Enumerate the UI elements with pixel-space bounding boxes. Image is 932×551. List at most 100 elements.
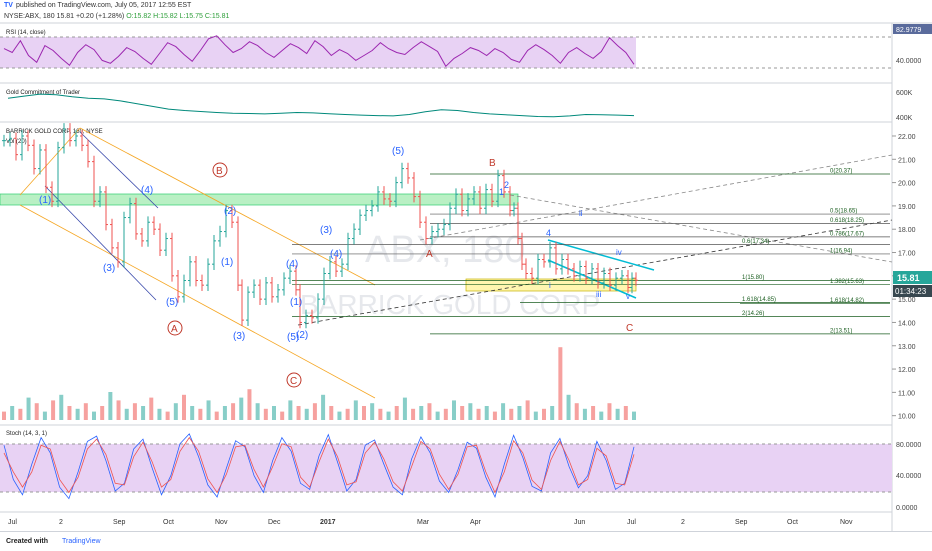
- ohlc-label: O:15.82 H:15.82 L:15.75 C:15.81: [126, 13, 230, 20]
- rsi-value-badge: [893, 24, 932, 34]
- volume-bar: [288, 400, 293, 420]
- volume-bar: [591, 406, 596, 420]
- orange-channel: [19, 127, 376, 399]
- volume-bar: [632, 411, 636, 420]
- time-axis-label: 2: [681, 519, 685, 526]
- volume-bar: [558, 347, 563, 420]
- time-axis-label: Oct: [163, 519, 174, 526]
- publish-text: published on TradingView.com, July 05, 2…: [15, 2, 192, 9]
- volume-bar: [607, 403, 612, 420]
- volume-bar: [345, 408, 350, 420]
- price-tick-label: 13.00: [898, 344, 916, 351]
- time-axis-label: Dec: [268, 519, 281, 526]
- wave-label: (5): [166, 297, 178, 308]
- trend-dashed-falling: [509, 194, 893, 263]
- wave-label: 4: [546, 228, 551, 238]
- volume-bar: [100, 406, 105, 420]
- fib-level-label: 0.618(18.25): [830, 218, 864, 224]
- volume-bar: [312, 403, 317, 420]
- volume-bar: [296, 406, 301, 420]
- wave-label: (1): [39, 195, 51, 206]
- time-axis-label: Nov: [840, 519, 853, 526]
- price-axis-ticks: 22.0021.0020.0019.0018.0017.0016.0015.00…: [892, 134, 916, 421]
- volume-bar: [353, 400, 358, 420]
- rsi-tick-high: 82.9779: [896, 27, 921, 34]
- volume-bar: [582, 408, 587, 420]
- stoch-d-line: [3, 436, 635, 494]
- wave-label: (3): [320, 225, 332, 236]
- wave-label: i: [549, 281, 551, 290]
- wave-label: (4): [286, 259, 298, 270]
- volume-bar: [321, 394, 326, 420]
- volume-bar: [509, 408, 514, 420]
- fib-level-label: 1.618(14.82): [830, 298, 864, 304]
- volume-bar: [67, 406, 72, 420]
- volume-bar: [239, 397, 244, 420]
- fib-level-label: 0.6(17.34): [742, 239, 769, 245]
- fib-level-label: 1(15.80): [742, 275, 764, 281]
- volume-bar: [26, 397, 31, 420]
- volume-bar: [231, 403, 236, 420]
- stoch-pane: Stoch (14, 3, 1) 80.0000 40.0000 0.0000: [0, 431, 921, 512]
- fib-level-label: 1.382(15.63): [830, 279, 864, 285]
- volume-bar: [574, 403, 579, 420]
- time-axis-label: 2: [59, 519, 63, 526]
- volume-bar: [165, 411, 170, 420]
- fib-level-label: 1(16.94): [830, 248, 852, 254]
- volume-bar: [132, 403, 137, 420]
- wave-label: (3): [103, 263, 115, 274]
- rsi-tick-low: 40.0000: [896, 58, 921, 65]
- tradingview-logo-icon: TV: [4, 2, 13, 9]
- wave-label: (1): [221, 257, 233, 268]
- volume-bar: [206, 400, 211, 420]
- volume-bar: [59, 394, 64, 420]
- wave-label: B: [489, 158, 496, 169]
- countdown-badge: [893, 285, 932, 297]
- volume-bar: [2, 411, 6, 420]
- volume-bar: [443, 408, 448, 420]
- volume-bar: [34, 403, 39, 420]
- orange-channel-lower: [19, 204, 376, 399]
- volume-bar: [214, 411, 219, 420]
- fib-level-label: 0(20.37): [830, 168, 852, 174]
- tradingview-brand-link[interactable]: TradingView: [62, 538, 101, 545]
- volume-bar: [51, 400, 56, 420]
- cot-tick-low: 400K: [896, 115, 913, 122]
- volume-bar: [411, 408, 416, 420]
- trend-dashed-black: [297, 219, 893, 326]
- volume-bar: [149, 397, 154, 420]
- wave-label: (4): [141, 185, 153, 196]
- countdown-value: 01:34:23: [895, 287, 927, 296]
- price-tick-label: 10.00: [898, 414, 916, 421]
- time-axis-label: Mar: [417, 519, 430, 526]
- wave-label: (2): [224, 206, 236, 217]
- price-tick-label: 20.00: [898, 181, 916, 188]
- volume-bar: [190, 406, 195, 420]
- volume-bar: [460, 406, 465, 420]
- volume-bar: [83, 403, 88, 420]
- cot-pane: Gold Commitment of Trader 600K 400K: [6, 90, 913, 122]
- cot-series-line: [7, 93, 635, 118]
- resistance-zone: [0, 193, 519, 206]
- created-with-label: Created with: [6, 538, 49, 545]
- rsi-pane: RSI (14, close) 82.9779 40.0000: [0, 24, 932, 69]
- symbol-label: NYSE:ABX, 180: [4, 13, 55, 20]
- time-axis-label: 2017: [320, 519, 336, 526]
- wave-label: (5): [392, 146, 404, 157]
- quote-line: NYSE:ABX, 180 15.81 +0.20 (+1.28%) O:15.…: [4, 13, 229, 20]
- time-axis-label: Apr: [470, 519, 482, 526]
- wave-label: (3): [233, 331, 245, 342]
- volume-bar: [484, 406, 489, 420]
- cyan-channel-upper: [547, 239, 655, 271]
- rsi-series-line: [3, 35, 635, 68]
- time-axis-label: Oct: [787, 519, 798, 526]
- price-bars: [2, 123, 638, 329]
- volume-bars: [2, 347, 636, 420]
- price-tick-label: 18.00: [898, 227, 916, 234]
- wave-labels: (1) (3) (4) (5) (2) (1) (3) (4) (5) (1) …: [39, 146, 633, 388]
- volume-bar: [10, 406, 15, 420]
- wave-label: (1): [290, 297, 302, 308]
- volume-bar: [550, 406, 555, 420]
- volume-bar: [75, 408, 80, 420]
